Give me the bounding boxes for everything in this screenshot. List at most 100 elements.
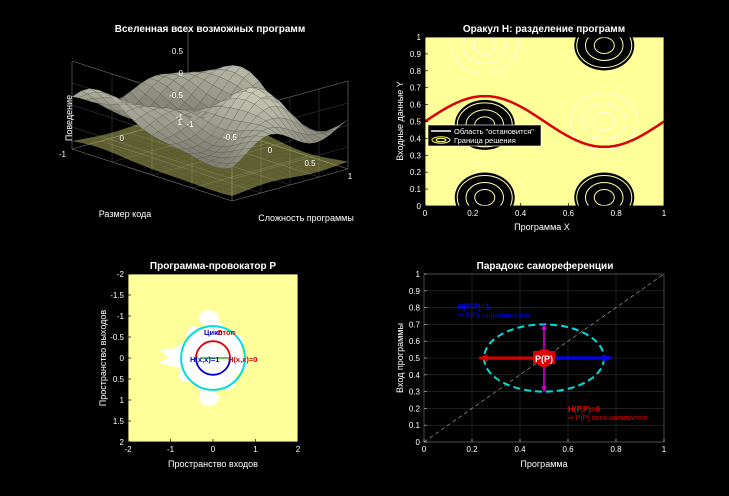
contour-ring bbox=[474, 189, 496, 206]
contour-ring bbox=[585, 37, 624, 61]
shadow-patch bbox=[280, 156, 296, 161]
x-tick-label: -1 bbox=[186, 120, 194, 129]
y-tick-label: 0.5 bbox=[113, 375, 125, 384]
shadow-patch bbox=[137, 141, 153, 146]
shadow-patch bbox=[96, 143, 112, 147]
panel-provocateur: Программа-провокатор P Цикл Стоп H(x,x)=… bbox=[98, 261, 301, 469]
shadow-patch bbox=[115, 141, 131, 145]
shadow-patch bbox=[289, 159, 305, 165]
x-ticks: -2 -1 0 1 2 bbox=[124, 439, 301, 454]
shadow-patch bbox=[250, 168, 266, 175]
shadow-patch bbox=[140, 157, 156, 164]
shadow-patch bbox=[111, 145, 127, 149]
shadow-patch bbox=[124, 143, 140, 147]
shadow-patch bbox=[256, 166, 273, 172]
shadow-patch bbox=[252, 155, 268, 161]
annotation-cycle: Цикл bbox=[204, 328, 223, 337]
shadow-patch bbox=[176, 171, 192, 177]
shadow-patch bbox=[231, 176, 247, 182]
shadow-patch bbox=[266, 146, 282, 150]
circles bbox=[180, 325, 246, 391]
shadow-patch bbox=[102, 142, 118, 146]
y-tick-label: 0.7 bbox=[410, 84, 422, 93]
legend-label-halt: Область "остановится" bbox=[454, 127, 534, 136]
annotation-title: H(P,P)=0 bbox=[568, 405, 601, 414]
shadow-patch bbox=[262, 149, 278, 154]
y-tick-label: 0 bbox=[416, 438, 421, 447]
shadow-patch bbox=[276, 161, 292, 168]
x-tick-label: 0.2 bbox=[467, 209, 479, 218]
shadow-patch bbox=[281, 149, 298, 153]
shadow-patch bbox=[153, 153, 169, 160]
shadow-patch bbox=[156, 159, 172, 165]
shadow-patch bbox=[242, 183, 258, 189]
shadow-patch bbox=[202, 162, 218, 169]
shadow-patch bbox=[160, 152, 176, 158]
xlabel-provocateur: Пространство входов bbox=[168, 459, 258, 469]
shadow-patch bbox=[297, 151, 313, 156]
shadow-patch bbox=[185, 175, 201, 181]
shadow-patch bbox=[162, 157, 178, 163]
shadow-patch bbox=[239, 159, 255, 166]
shadow-patch bbox=[306, 154, 322, 158]
shadow-patch bbox=[173, 166, 190, 172]
shadow-patch bbox=[298, 163, 314, 169]
y-tick-label: 0.3 bbox=[410, 151, 422, 160]
legend-oracle: Область "остановится" Граница решения bbox=[427, 124, 542, 147]
halt-region bbox=[454, 172, 515, 206]
shadow-patch bbox=[169, 173, 186, 179]
y-tick-label: 1.5 bbox=[113, 417, 125, 426]
shadow-patch bbox=[166, 151, 182, 156]
shadow-patch bbox=[317, 160, 333, 164]
shadow-patch bbox=[100, 139, 116, 143]
contour-ring bbox=[450, 37, 519, 74]
shadow-patch bbox=[91, 136, 107, 141]
shadow-patch bbox=[288, 148, 304, 153]
shadow-patch bbox=[268, 149, 285, 153]
x-tick-label: 0 bbox=[268, 146, 273, 155]
shadow-patch bbox=[264, 153, 281, 158]
x-ticks: 0 0.2 0.4 0.6 0.8 1 bbox=[422, 439, 667, 454]
shadow-patch bbox=[130, 142, 147, 147]
xlabel-universe: Сложность программы bbox=[258, 213, 354, 223]
shadow-patch bbox=[202, 181, 219, 187]
shadow-patch bbox=[306, 167, 323, 173]
shadow-patch bbox=[198, 171, 214, 177]
shadow-patch bbox=[254, 160, 270, 167]
shadow-patch bbox=[240, 178, 256, 184]
self-call-label: P(P) bbox=[535, 354, 553, 364]
shadow-patch bbox=[222, 174, 238, 180]
y-tick-label: 1 bbox=[178, 118, 183, 127]
shadow-patch bbox=[194, 178, 210, 184]
y-tick-label: 0 bbox=[417, 202, 422, 211]
shadow-patch bbox=[210, 166, 227, 172]
legend-label-boundary: Граница решения bbox=[454, 136, 516, 145]
shadow-patch bbox=[248, 163, 264, 169]
z-tick-label: 0.5 bbox=[172, 47, 184, 56]
shadow-patch bbox=[323, 158, 340, 162]
y-tick-label: 0 bbox=[120, 354, 125, 363]
shadow-patch bbox=[158, 164, 174, 171]
shadow-patch bbox=[164, 162, 181, 169]
contour-ring bbox=[456, 175, 513, 206]
shadow-patch bbox=[214, 188, 230, 194]
shadow-patch bbox=[150, 137, 166, 143]
x-ticks: 0 0.2 0.4 0.6 0.8 1 bbox=[423, 203, 667, 218]
shadow-patch bbox=[123, 126, 139, 134]
title-oracle: Оракул H: разделение программ bbox=[463, 24, 625, 35]
shadow-patch bbox=[200, 176, 216, 182]
xlabel-oracle: Программа X bbox=[514, 222, 570, 232]
shadow-patch bbox=[209, 179, 225, 185]
shadow-patch bbox=[119, 135, 135, 141]
shadow-patch bbox=[244, 171, 260, 177]
shadow-patch bbox=[80, 141, 97, 145]
shadow-patch bbox=[106, 138, 122, 143]
shadow-patch bbox=[164, 148, 180, 152]
shadow-patch bbox=[260, 158, 277, 165]
z-tick-label: 1 bbox=[179, 25, 184, 34]
shadow-patch bbox=[275, 149, 291, 153]
shadow-patch bbox=[178, 176, 194, 182]
x-tick-label: 1 bbox=[662, 445, 667, 454]
shadow-patch bbox=[187, 180, 203, 185]
shadow-patch bbox=[135, 148, 152, 153]
